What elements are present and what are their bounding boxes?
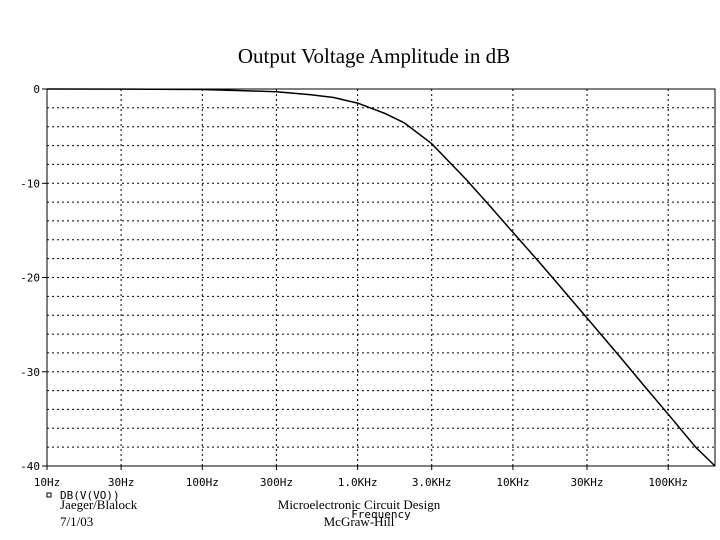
chart-title: Output Voltage Amplitude in dB (238, 44, 510, 68)
y-axis-ticks: 0 -10 -20 -30 -40 (20, 83, 47, 473)
legend-label: DB(V(VO)) (60, 489, 120, 502)
footer-publisher: McGraw-Hill (324, 514, 395, 529)
x-tick-label-4: 1.0KHz (338, 476, 378, 489)
x-tick-label-0: 10Hz (34, 476, 61, 489)
footer-date: 7/1/03 (60, 514, 93, 529)
y-tick-label-4: -40 (20, 460, 40, 473)
footer-author: Jaeger/Blalock (60, 497, 138, 512)
x-tick-label-5: 3.0KHz (412, 476, 452, 489)
footer-book: Microelectronic Circuit Design (278, 497, 441, 512)
y-tick-label-3: -30 (20, 366, 40, 379)
series-line-db-v-vo (46, 88, 716, 467)
legend-marker (46, 492, 52, 498)
x-tick-label-3: 300Hz (260, 476, 293, 489)
y-tick-label-0: 0 (33, 83, 40, 96)
x-tick-label-7: 30KHz (570, 476, 603, 489)
x-axis-label: Frequency (351, 508, 411, 521)
y-tick-label-2: -20 (20, 272, 40, 285)
x-tick-label-8: 100KHz (648, 476, 688, 489)
y-tick-label-1: -10 (20, 177, 40, 190)
x-tick-label-1: 30Hz (108, 476, 135, 489)
x-tick-label-6: 10KHz (496, 476, 529, 489)
legend: DB(V(VO)) (46, 489, 120, 502)
x-tick-label-2: 100Hz (186, 476, 219, 489)
x-axis-ticks: 10Hz 30Hz 100Hz 300Hz 1.0KHz 3.0KHz 10KHz 30KHz… (34, 466, 688, 489)
grid (47, 89, 715, 466)
